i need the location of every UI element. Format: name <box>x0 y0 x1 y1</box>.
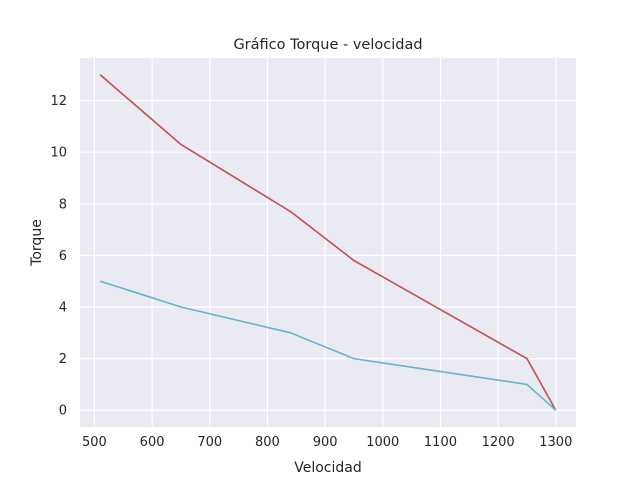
x-tick-label: 1300 <box>539 435 572 450</box>
x-tick-label: 800 <box>255 435 280 450</box>
series-line-1 <box>99 74 557 411</box>
series-line-2 <box>99 280 557 411</box>
y-tick-label: 4 <box>59 301 67 316</box>
y-tick-label: 0 <box>59 404 67 419</box>
x-tick-label: 1100 <box>424 435 457 450</box>
x-tick-label: 600 <box>140 435 165 450</box>
y-tick-label: 8 <box>59 197 67 212</box>
chart-title: Gráfico Torque - velocidad <box>233 37 422 53</box>
y-tick-label: 6 <box>59 249 67 264</box>
y-axis-title: Torque <box>29 219 45 267</box>
plot-area <box>80 58 576 427</box>
series-lines <box>99 74 557 411</box>
x-tick-label: 1200 <box>482 435 515 450</box>
y-tick-label: 2 <box>59 352 67 367</box>
x-axis-ticks: 500 600 700 800 900 1000 1100 1200 1300 <box>82 435 572 450</box>
grid <box>80 58 576 427</box>
y-tick-label: 12 <box>50 94 67 109</box>
x-tick-label: 500 <box>82 435 107 450</box>
x-tick-label: 900 <box>313 435 338 450</box>
y-tick-label: 10 <box>50 146 67 161</box>
x-axis-title: Velocidad <box>294 460 362 476</box>
x-tick-label: 1000 <box>366 435 399 450</box>
x-tick-label: 700 <box>197 435 222 450</box>
y-axis-ticks: 0 2 4 6 8 10 12 <box>50 94 67 419</box>
